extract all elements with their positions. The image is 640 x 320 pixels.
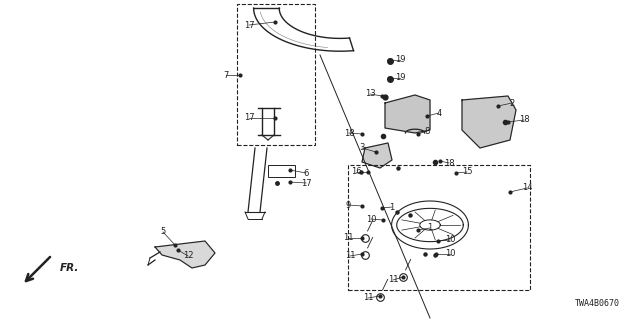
Bar <box>268 165 295 177</box>
Text: 10: 10 <box>365 214 376 223</box>
Text: 11: 11 <box>363 293 373 302</box>
Text: 5: 5 <box>161 228 166 236</box>
Text: 15: 15 <box>461 167 472 177</box>
Text: 11: 11 <box>345 252 355 260</box>
Polygon shape <box>155 241 215 268</box>
Polygon shape <box>462 96 516 148</box>
Text: 10: 10 <box>445 236 455 244</box>
Polygon shape <box>385 95 430 133</box>
Text: 9: 9 <box>346 201 351 210</box>
Text: 4: 4 <box>436 108 442 117</box>
Text: 1: 1 <box>389 203 395 212</box>
Polygon shape <box>362 143 392 168</box>
Text: 18: 18 <box>344 129 355 138</box>
Text: 17: 17 <box>244 20 254 29</box>
Text: 11: 11 <box>388 276 398 284</box>
Text: 7: 7 <box>223 70 228 79</box>
Text: 19: 19 <box>395 74 405 83</box>
Text: 8: 8 <box>424 126 429 135</box>
Text: 3: 3 <box>359 143 365 153</box>
Text: 17: 17 <box>244 114 254 123</box>
Text: 13: 13 <box>365 90 375 99</box>
Text: 19: 19 <box>395 55 405 65</box>
Text: 2: 2 <box>509 99 515 108</box>
Text: 14: 14 <box>522 183 532 193</box>
Bar <box>237 4 315 145</box>
Text: 17: 17 <box>301 179 311 188</box>
Text: 12: 12 <box>183 252 193 260</box>
Text: 18: 18 <box>518 116 529 124</box>
Text: 1: 1 <box>428 223 433 233</box>
Text: TWA4B0670: TWA4B0670 <box>575 299 620 308</box>
Text: 10: 10 <box>445 250 455 259</box>
Text: 11: 11 <box>343 234 353 243</box>
Bar <box>348 165 530 290</box>
Text: 16: 16 <box>351 167 362 177</box>
Text: FR.: FR. <box>60 263 79 273</box>
Text: 18: 18 <box>444 158 454 167</box>
Text: 6: 6 <box>303 169 308 178</box>
